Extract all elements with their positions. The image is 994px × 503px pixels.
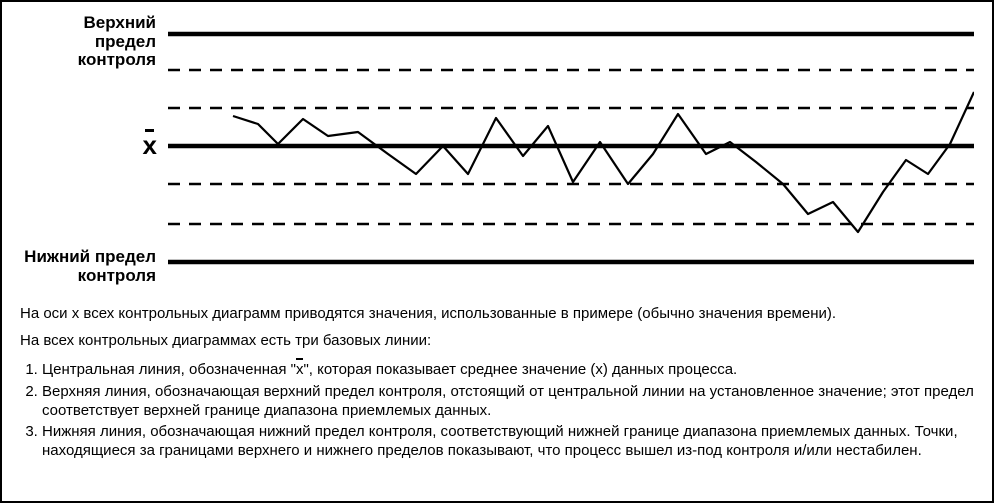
- lcl-label-line2: контроля: [78, 266, 156, 285]
- control-chart-svg: [168, 14, 974, 286]
- desc-item-1-post: ", которая показывает среднее значение (…: [303, 361, 737, 378]
- desc-item-1-pre: Центральная линия, обозначенная ": [42, 361, 296, 378]
- chart-description: На оси х всех контрольных диаграмм приво…: [20, 304, 974, 460]
- lcl-label: Нижний предел контроля: [24, 248, 156, 285]
- xbar-symbol: x: [143, 131, 156, 160]
- ucl-label-line1: Верхний предел: [83, 13, 156, 51]
- data-series-line: [233, 92, 974, 232]
- inline-xbar-symbol: x: [296, 358, 304, 379]
- control-chart-figure: Верхний предел контроля x Нижний предел …: [0, 0, 994, 503]
- chart-axis-labels: Верхний предел контроля x Нижний предел …: [20, 14, 162, 286]
- desc-para-1: На оси х всех контрольных диаграмм приво…: [20, 304, 974, 323]
- lcl-label-line1: Нижний предел: [24, 247, 156, 266]
- chart-plot: [168, 14, 974, 286]
- desc-item-1: Центральная линия, обозначенная "x", кот…: [42, 358, 974, 379]
- chart-area: Верхний предел контроля x Нижний предел …: [20, 14, 974, 286]
- ucl-label: Верхний предел контроля: [20, 14, 156, 70]
- desc-list: Центральная линия, обозначенная "x", кот…: [20, 358, 974, 460]
- centerline-label: x: [143, 131, 156, 160]
- desc-item-3: Нижняя линия, обозначающая нижний предел…: [42, 422, 974, 460]
- ucl-label-line2: контроля: [78, 50, 156, 69]
- desc-item-2: Верхняя линия, обозначающая верхний пред…: [42, 382, 974, 420]
- desc-para-2: На всех контрольных диаграммах есть три …: [20, 331, 974, 350]
